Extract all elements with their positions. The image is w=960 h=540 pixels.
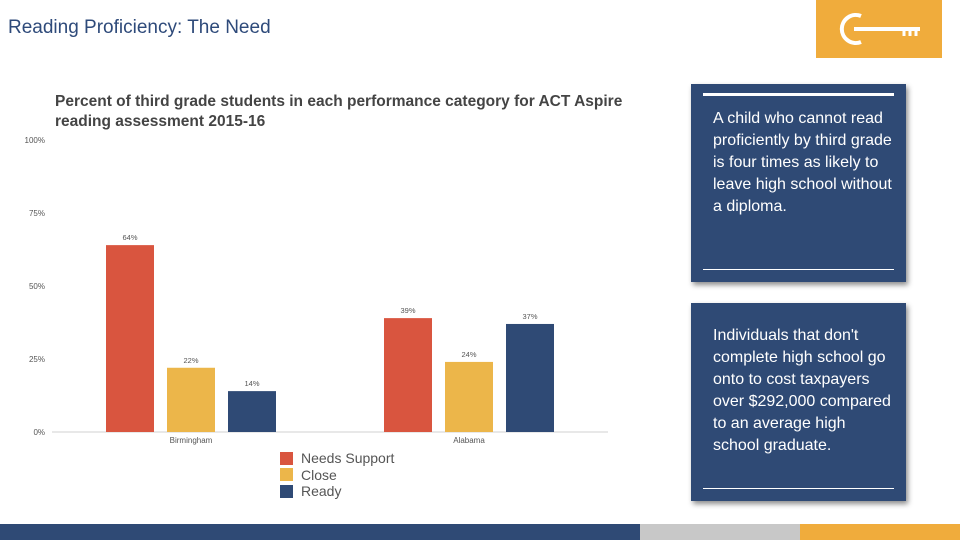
chart-legend: Needs Support Close Ready [280, 450, 394, 500]
bar [384, 318, 432, 432]
logo [816, 0, 942, 58]
bar [445, 361, 493, 432]
legend-label: Close [301, 466, 337, 483]
y-tick-label: 75% [29, 209, 45, 218]
legend-label: Needs Support [301, 450, 395, 467]
chart-title: Percent of third grade students in each … [55, 93, 623, 130]
data-label: 37% [522, 312, 537, 321]
legend-swatch [280, 468, 293, 482]
bar-chart: 0% 25% 50% 75% 100% 64% 22% 14% Birmingham 39% 24%… [25, 136, 608, 445]
bar [506, 323, 554, 432]
y-tick-label: 0% [33, 428, 45, 437]
data-label: 64% [122, 233, 137, 242]
callout-divider [703, 488, 894, 489]
callout-box-dropout: A child who cannot read proficiently by … [691, 84, 906, 282]
footer-bar-gold [800, 524, 960, 540]
y-tick-label: 50% [29, 282, 45, 291]
footer-bar-gray [640, 524, 800, 540]
callout-divider [703, 269, 894, 270]
bar [167, 367, 215, 432]
legend-label: Ready [301, 483, 342, 500]
y-tick-label: 25% [29, 355, 45, 364]
footer-bar-blue [0, 524, 640, 540]
bar [228, 391, 276, 432]
data-label: 22% [183, 356, 198, 365]
y-tick-label: 100% [25, 136, 45, 145]
key-icon [839, 13, 920, 45]
legend-item-ready: Ready [280, 483, 394, 500]
data-label: 14% [244, 379, 259, 388]
slide-title: Reading Proficiency: The Need [8, 17, 271, 38]
data-label: 24% [461, 350, 476, 359]
bar [106, 245, 154, 432]
callout-box-cost: Individuals that don't complete high sch… [691, 303, 906, 501]
x-tick-label: Birmingham [170, 436, 213, 445]
data-label: 39% [400, 306, 415, 315]
legend-item-needs-support: Needs Support [280, 450, 394, 467]
callout-divider [703, 93, 894, 96]
callout-text: Individuals that don't complete high sch… [713, 327, 891, 454]
callout-text: A child who cannot read proficiently by … [713, 110, 892, 215]
legend-item-close: Close [280, 467, 394, 484]
x-tick-label: Alabama [453, 436, 485, 445]
legend-swatch [280, 484, 293, 498]
legend-swatch [280, 451, 293, 465]
